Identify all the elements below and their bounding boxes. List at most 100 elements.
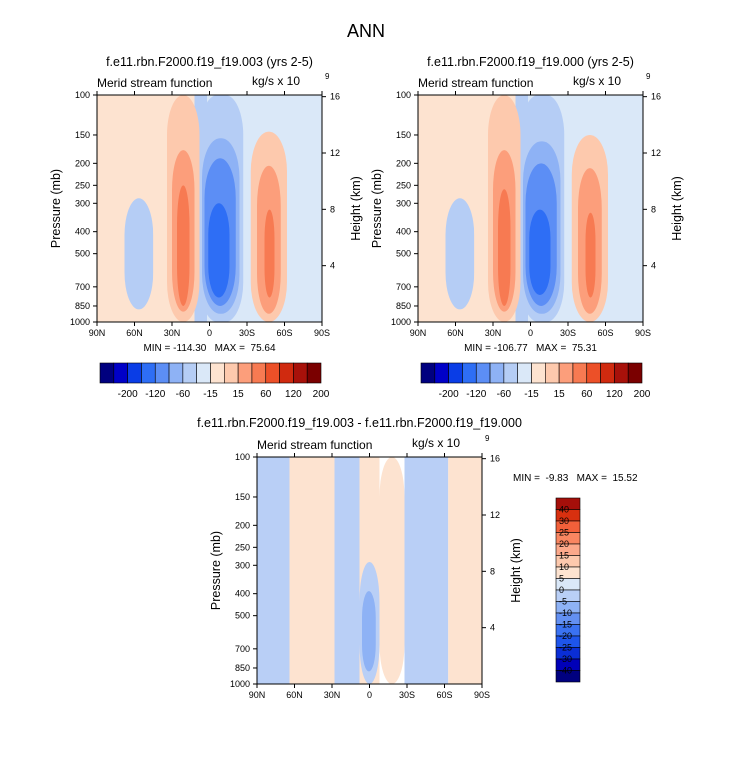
contour-fill-group (257, 457, 482, 684)
colorbar-label: -5 (559, 597, 567, 607)
x-tick-label: 90S (635, 328, 651, 338)
contour-region (257, 457, 290, 684)
panel-left-label: Merid stream function (418, 76, 533, 90)
y2-tick-label: 4 (651, 261, 656, 271)
colorbar-swatch (113, 362, 128, 384)
y-tick-label: 200 (235, 520, 250, 530)
contour-region (474, 117, 488, 322)
colorbar-label: -60 (176, 389, 191, 400)
x-tick-label: 30N (485, 328, 502, 338)
colorbar-swatch (627, 362, 643, 384)
y2-tick-label: 4 (490, 623, 495, 633)
x-tick-label: 0 (367, 690, 372, 700)
colorbar-label: 40 (559, 505, 569, 515)
colorbar-label: -15 (524, 389, 539, 400)
colorbar-swatch (141, 362, 156, 384)
colorbar-swatch (517, 362, 532, 384)
x-tick-label: 90S (314, 328, 330, 338)
contour-fill-group (97, 95, 322, 322)
y-tick-label: 850 (396, 301, 411, 311)
panel-2: f.e11.rbn.F2000.f19_f19.000 (yrs 2-5) Mer… (370, 55, 684, 354)
colorbar-swatch (600, 362, 615, 384)
x-tick-label: 0 (528, 328, 533, 338)
colorbar-swatch (251, 362, 267, 384)
colorbar-swatch (293, 362, 308, 384)
y2-tick-label: 12 (490, 510, 500, 520)
min-max-text: MIN = -9.83 MAX = 15.52 (513, 473, 638, 484)
y2-tick-label: 16 (490, 454, 500, 464)
contour-region (379, 457, 405, 684)
y-tick-label: 150 (75, 130, 90, 140)
y-axis-title: Pressure (mb) (49, 169, 63, 248)
contour-region (289, 457, 335, 684)
y-tick-label: 700 (396, 282, 411, 292)
contour-region (448, 457, 482, 684)
panel-3: f.e11.rbn.F2000.f19_f19.003 - f.e11.rbn.… (197, 416, 638, 700)
contour-region (585, 212, 596, 298)
colorbar-swatch (531, 362, 546, 384)
panel-units-exponent: 9 (646, 72, 651, 81)
colorbar-label: -40 (559, 666, 572, 676)
panel-left-label: Merid stream function (257, 438, 372, 452)
colorbar-label: -120 (145, 389, 165, 400)
x-tick-label: 30S (560, 328, 576, 338)
colorbar-label: 20 (559, 539, 569, 549)
colorbar-swatch (555, 670, 581, 683)
x-tick-label: 60N (447, 328, 464, 338)
contour-region (264, 209, 275, 298)
panel-units: kg/s x 10 (573, 74, 621, 88)
panel-units: kg/s x 10 (412, 436, 460, 450)
colorbar-swatch (196, 362, 211, 384)
y-axis-title: Pressure (mb) (370, 169, 384, 248)
y-tick-label: 1000 (230, 679, 250, 689)
colorbar-label: 5 (559, 574, 564, 584)
panel-title: f.e11.rbn.F2000.f19_f19.000 (yrs 2-5) (427, 55, 634, 69)
colorbar-swatch (182, 362, 197, 384)
y-tick-label: 400 (75, 227, 90, 237)
contour-region (334, 457, 360, 684)
y-tick-label: 700 (75, 282, 90, 292)
colorbar-label: -25 (559, 643, 572, 653)
panel-units-exponent: 9 (485, 434, 490, 443)
y-tick-label: 150 (396, 130, 411, 140)
colorbar-label: 60 (260, 389, 272, 400)
colorbar-swatch (265, 362, 280, 384)
y-tick-label: 500 (396, 249, 411, 259)
colorbar-label: 15 (554, 389, 566, 400)
colorbar-swatch (558, 362, 574, 384)
colorbar-swatch (306, 362, 322, 384)
colorbar-swatch (462, 362, 477, 384)
colorbar-swatch (545, 362, 560, 384)
colorbar-label: 30 (559, 516, 569, 526)
y2-tick-label: 16 (651, 92, 661, 102)
colorbar-swatch (614, 362, 629, 384)
contour-region (177, 185, 190, 306)
contour-region (124, 198, 154, 310)
contour-region (362, 591, 376, 672)
colorbar-label: 60 (581, 389, 593, 400)
min-max-text: MIN = -106.77 MAX = 75.31 (464, 343, 597, 354)
y-tick-label: 300 (75, 198, 90, 208)
colorbar-swatch (448, 362, 463, 384)
y-tick-label: 100 (75, 90, 90, 100)
y-tick-label: 250 (396, 180, 411, 190)
x-tick-label: 60S (276, 328, 292, 338)
colorbar-label: 200 (634, 389, 651, 400)
y-tick-label: 250 (235, 542, 250, 552)
y-tick-label: 300 (235, 560, 250, 570)
contour-fill-group (418, 95, 643, 322)
panel-1: f.e11.rbn.F2000.f19_f19.003 (yrs 2-5) Mer… (49, 55, 363, 354)
x-tick-label: 60N (126, 328, 143, 338)
y2-tick-label: 12 (330, 148, 340, 158)
contour-region (153, 117, 167, 322)
y2-tick-label: 8 (651, 204, 656, 214)
colorbar-label: 25 (559, 528, 569, 538)
contour-region (445, 198, 475, 310)
y-tick-label: 200 (75, 158, 90, 168)
x-tick-label: 0 (207, 328, 212, 338)
colorbar-label: 120 (606, 389, 623, 400)
y-tick-label: 150 (235, 492, 250, 502)
x-tick-label: 30S (399, 690, 415, 700)
y-tick-label: 100 (235, 452, 250, 462)
